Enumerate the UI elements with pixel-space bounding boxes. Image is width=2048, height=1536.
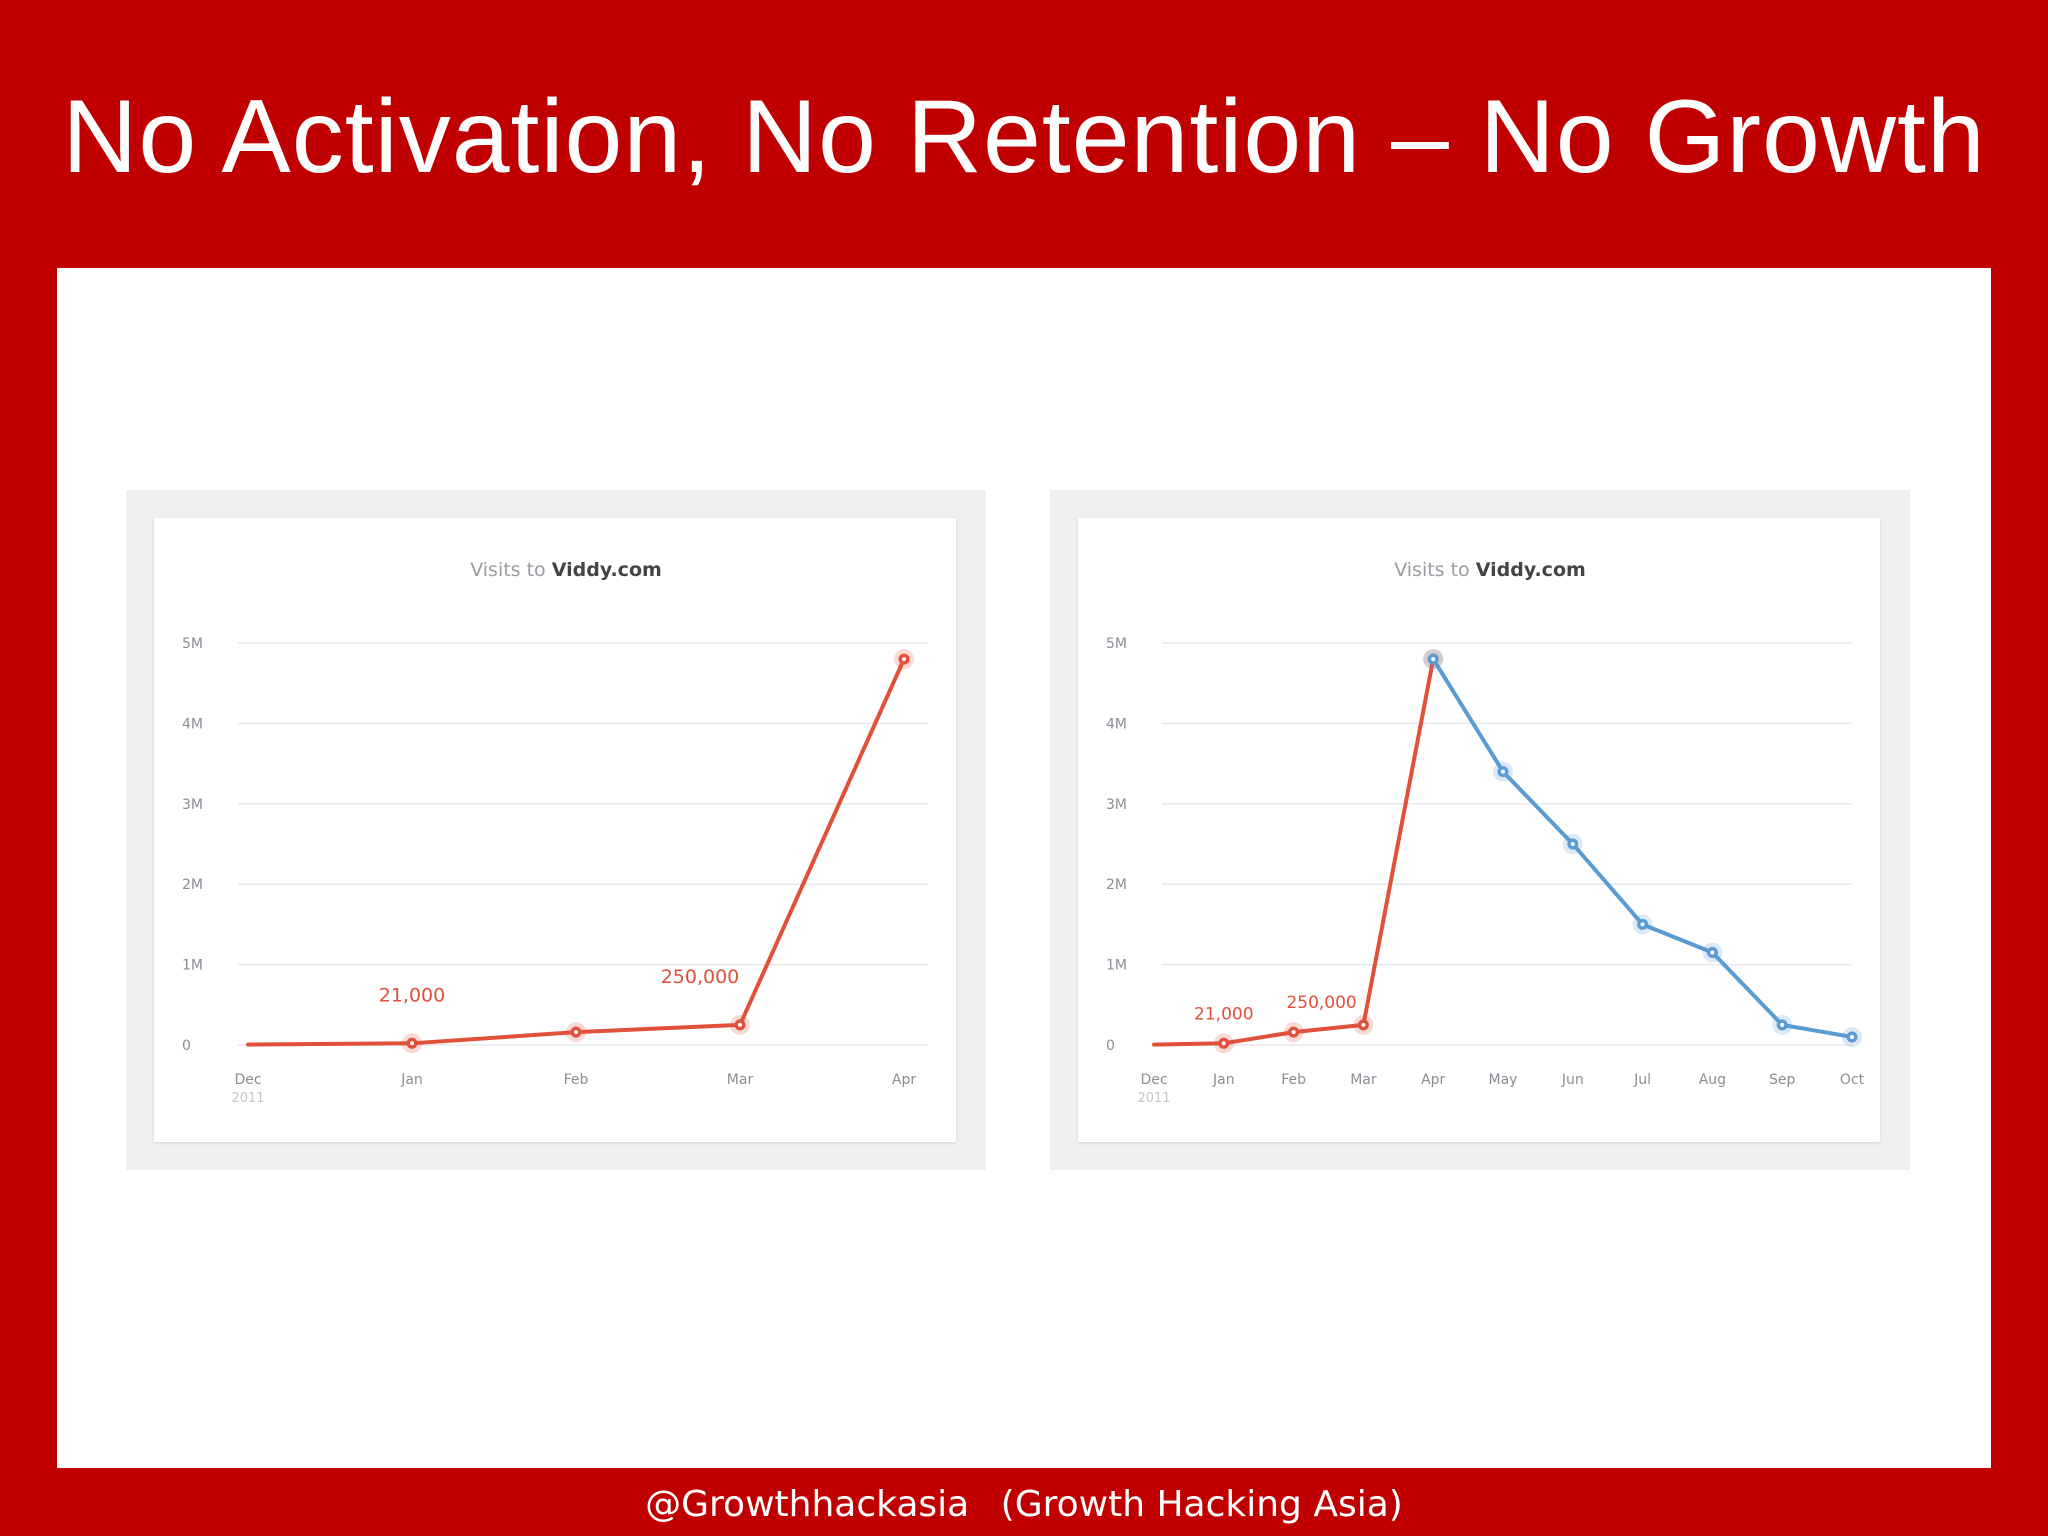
- data-annotation: 21,000: [1194, 1004, 1253, 1024]
- data-point-center: [1850, 1034, 1854, 1039]
- y-tick-label: 1M: [182, 958, 203, 974]
- series-line: [1431, 657, 1854, 1039]
- y-tick-label: 4M: [182, 716, 203, 732]
- data-point-center: [1431, 657, 1436, 662]
- chart-growth-decline: Visits to Viddy.com 0 1M 2M 3M 4M 5M Dec Jan Feb M…: [1050, 490, 1910, 1170]
- y-tick-label: 2M: [182, 877, 203, 893]
- data-point-center: [1501, 769, 1505, 774]
- x-year-label: 2011: [231, 1091, 264, 1106]
- data-point-center: [1570, 842, 1575, 846]
- y-tick-label: 1M: [1106, 958, 1127, 974]
- footer-handle: @Growthhackasia: [645, 1484, 970, 1525]
- x-year-label: 2011: [1137, 1091, 1170, 1106]
- chart-svg: Visits to Viddy.com 0 1M 2M 3M 4M 5M Dec Jan Feb M…: [182, 559, 928, 1106]
- x-tick-label: Jan: [1212, 1072, 1235, 1088]
- slide-title: No Activation, No Retention – No Growth: [62, 79, 1986, 195]
- data-point-center: [1361, 1022, 1366, 1027]
- y-tick-label: 3M: [182, 797, 203, 813]
- x-tick-label: Jun: [1561, 1072, 1584, 1088]
- series-line: [246, 657, 906, 1047]
- y-tick-label: 4M: [1106, 716, 1127, 732]
- x-tick-label: Feb: [1281, 1072, 1306, 1088]
- footer-name: (Growth Hacking Asia): [1000, 1484, 1403, 1525]
- y-tick-label: 0: [1106, 1038, 1115, 1054]
- chart-title-prefix: Visits to: [1394, 559, 1476, 581]
- data-annotation: 21,000: [379, 984, 445, 1006]
- data-annotation: 250,000: [1286, 993, 1356, 1013]
- x-tick-label: Apr: [892, 1072, 916, 1088]
- x-tick-label: Mar: [1350, 1072, 1377, 1088]
- chart-card: [1078, 518, 1880, 1142]
- chart-title-site: Viddy.com: [1476, 559, 1586, 581]
- x-tick-label: Dec: [234, 1072, 261, 1088]
- x-tick-label: Jan: [400, 1072, 423, 1088]
- x-tick-label: Jul: [1633, 1072, 1651, 1088]
- y-tick-label: 0: [182, 1038, 191, 1054]
- x-tick-label: Apr: [1421, 1072, 1445, 1088]
- x-tick-label: Aug: [1699, 1072, 1726, 1088]
- y-tick-label: 2M: [1106, 877, 1127, 893]
- y-tick-label: 5M: [1106, 636, 1127, 652]
- chart-title: Visits to Viddy.com: [470, 559, 662, 581]
- chart-growth: Visits to Viddy.com 0 1M 2M 3M 4M 5M Dec Jan Feb M…: [126, 490, 986, 1170]
- chart-card: [154, 518, 956, 1142]
- data-point-center: [410, 1041, 414, 1046]
- data-point-center: [574, 1030, 578, 1035]
- data-point-center: [1291, 1030, 1296, 1035]
- series-line: [1152, 657, 1436, 1047]
- y-tick-label: 5M: [182, 636, 203, 652]
- x-tick-label: May: [1489, 1072, 1518, 1088]
- footer-credit: @Growthhackasia (Growth Hacking Asia): [0, 1480, 2048, 1530]
- x-tick-label: Mar: [727, 1072, 754, 1088]
- x-tick-label: Dec: [1140, 1072, 1167, 1088]
- chart-title: Visits to Viddy.com: [1394, 559, 1586, 581]
- chart-title-prefix: Visits to: [470, 559, 552, 581]
- x-tick-label: Oct: [1840, 1072, 1865, 1088]
- chart-title-site: Viddy.com: [552, 559, 662, 581]
- data-point-center: [1221, 1041, 1226, 1046]
- data-point-center: [1640, 922, 1645, 927]
- data-point-center: [902, 657, 906, 662]
- y-tick-label: 3M: [1106, 797, 1127, 813]
- data-point-center: [1710, 950, 1715, 955]
- chart-svg: Visits to Viddy.com 0 1M 2M 3M 4M 5M Dec Jan Feb M…: [1106, 559, 1865, 1106]
- x-tick-label: Sep: [1769, 1072, 1796, 1088]
- data-point-center: [1780, 1022, 1785, 1027]
- data-annotation: 250,000: [661, 966, 740, 988]
- data-point-center: [738, 1022, 742, 1027]
- x-tick-label: Feb: [564, 1072, 589, 1088]
